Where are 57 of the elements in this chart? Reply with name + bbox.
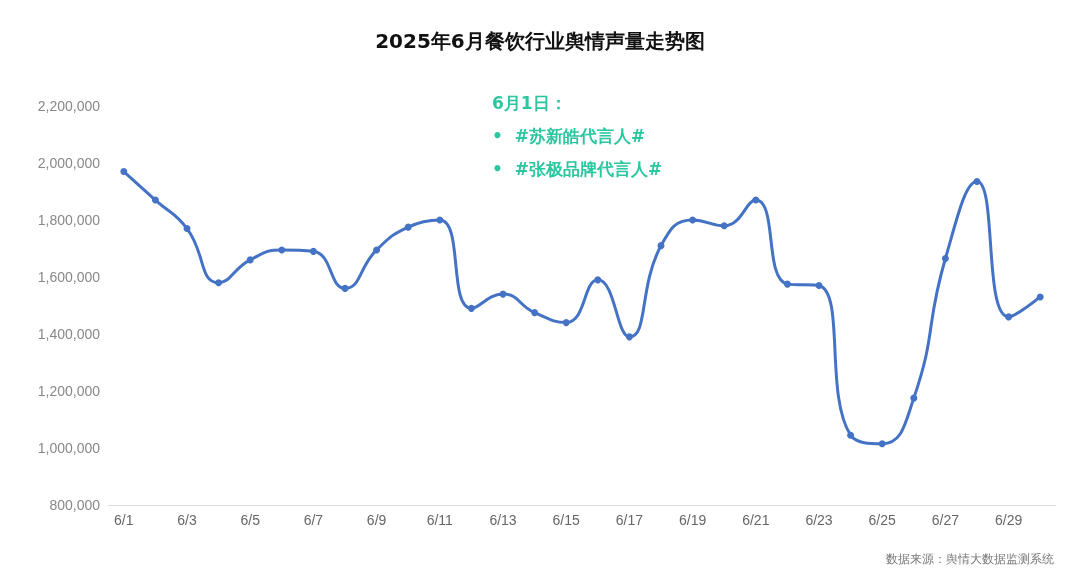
point xyxy=(278,246,286,254)
x-tick-label: 6/11 xyxy=(426,512,454,528)
point xyxy=(847,431,855,439)
x-tick-label: 6/27 xyxy=(931,512,960,528)
y-tick-label: 1,000,000 xyxy=(37,440,101,456)
annotation: 6月1日： xyxy=(492,92,567,113)
chart-title: 2025年6月餐饮行业舆情声量走势图 xyxy=(375,29,705,53)
x-tick-label: 6/13 xyxy=(489,512,517,528)
point xyxy=(594,276,602,284)
x-tick-label: 6/15 xyxy=(552,512,581,528)
point xyxy=(1036,293,1044,301)
point xyxy=(752,196,760,204)
x-tick-label: 6/19 xyxy=(678,512,707,528)
y-tick-label: 1,600,000 xyxy=(37,269,101,285)
point xyxy=(1005,313,1013,321)
point xyxy=(436,216,444,224)
y-tick-label: 2,000,000 xyxy=(37,155,101,171)
annotation: • #苏新皓代言人# xyxy=(492,125,646,146)
x-tick-label: 6/21 xyxy=(742,512,770,528)
x-tick-label: 6/9 xyxy=(366,512,387,528)
point xyxy=(878,440,886,448)
point xyxy=(151,196,159,204)
annotation: • #张极品牌代言人# xyxy=(492,158,663,179)
point xyxy=(657,242,665,250)
x-tick-label: 6/17 xyxy=(615,512,644,528)
point xyxy=(341,284,349,292)
point xyxy=(373,246,381,254)
x-tick-label: 6/3 xyxy=(177,512,197,528)
point xyxy=(625,333,633,341)
point xyxy=(404,223,412,231)
point xyxy=(973,178,981,186)
y-tick-label: 2,200,000 xyxy=(37,98,101,114)
y-tick-label: 800,000 xyxy=(49,497,101,513)
point xyxy=(531,309,539,317)
point xyxy=(815,282,823,290)
point xyxy=(562,319,570,327)
point xyxy=(215,279,223,287)
x-tick-label: 6/5 xyxy=(240,512,261,528)
point xyxy=(120,168,128,176)
point xyxy=(689,216,697,224)
x-tick-label: 6/23 xyxy=(805,512,833,528)
y-tick-label: 1,400,000 xyxy=(37,326,101,342)
point xyxy=(467,304,475,312)
y-tick-label: 1,200,000 xyxy=(37,383,101,399)
point xyxy=(309,247,317,255)
point xyxy=(910,394,918,402)
x-tick-label: 6/7 xyxy=(303,512,324,528)
source-note: 数据来源：舆情大数据监测系统 xyxy=(886,552,1054,566)
x-tick-label: 6/25 xyxy=(868,512,897,528)
point xyxy=(246,256,254,264)
point xyxy=(783,280,791,288)
point xyxy=(183,225,191,233)
point xyxy=(720,222,728,230)
x-tick-label: 6/1 xyxy=(114,512,134,528)
point xyxy=(941,254,949,262)
x-tick-label: 6/29 xyxy=(994,512,1023,528)
y-tick-label: 1,800,000 xyxy=(37,212,101,228)
